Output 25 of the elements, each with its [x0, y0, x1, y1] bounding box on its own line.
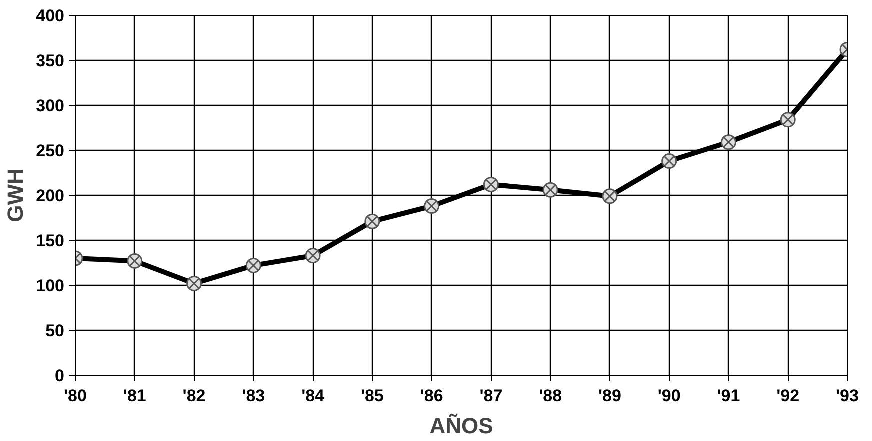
x-tick-label: '87	[480, 386, 503, 406]
x-tick-label: '90	[658, 386, 681, 406]
x-tick-label: '88	[539, 386, 562, 406]
x-tick-label: '92	[776, 386, 800, 406]
x-tick-label: '81	[123, 386, 146, 406]
y-tick-label: 200	[36, 186, 65, 206]
x-tick-label: '82	[182, 386, 206, 406]
y-tick-label: 400	[36, 6, 65, 26]
y-tick-label: 250	[36, 142, 65, 160]
x-tick-label: '80	[64, 386, 87, 406]
x-tick-label: '91	[717, 386, 740, 406]
y-tick-label: 150	[36, 232, 65, 250]
x-tick-label: '93	[836, 386, 859, 406]
x-tick-label: '85	[360, 386, 384, 406]
x-axis-title: AÑOS	[430, 414, 494, 438]
y-axis-title: GWH	[3, 168, 28, 222]
y-tick-label: 50	[46, 322, 65, 340]
x-tick-label: '84	[302, 386, 326, 406]
y-tick-label: 0	[55, 366, 65, 386]
x-tick-label: '86	[420, 386, 444, 406]
x-tick-label: '83	[242, 386, 266, 406]
y-tick-label: 100	[36, 276, 65, 296]
y-tick-label: 350	[36, 52, 65, 70]
x-tick-label: '89	[598, 386, 622, 406]
y-tick-label: 300	[36, 96, 65, 116]
